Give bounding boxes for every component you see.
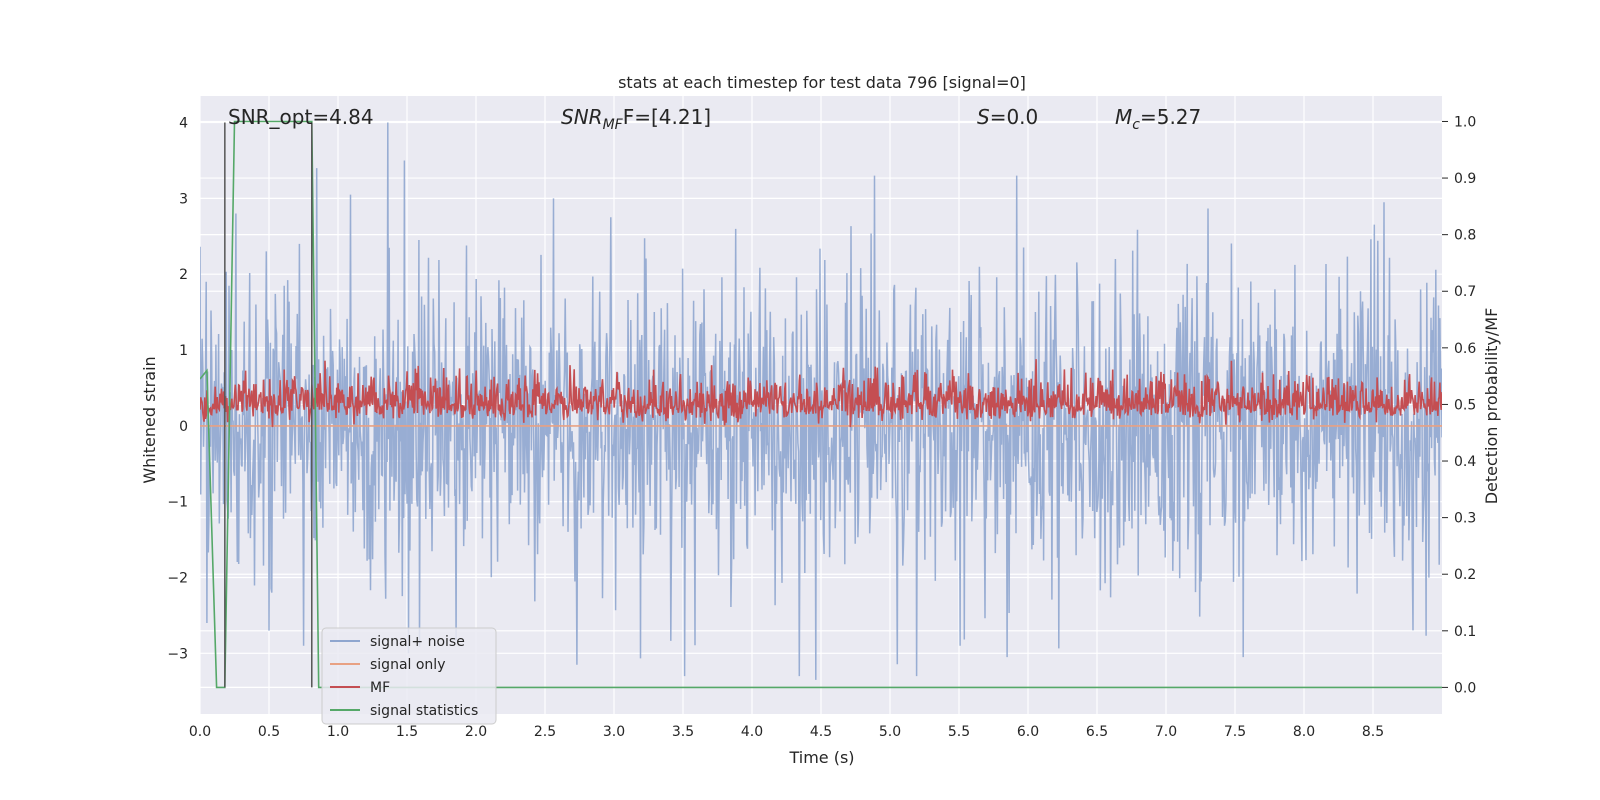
x-tick-label: 3.5 <box>672 724 694 740</box>
y-right-tick-label: 0.0 <box>1454 680 1476 696</box>
annotation-snr-mf-main: SNR <box>561 105 603 129</box>
chart-title: stats at each timestep for test data 796… <box>618 73 1026 92</box>
x-tick-label: 0.0 <box>189 724 211 740</box>
x-tick-label: 7.5 <box>1224 724 1246 740</box>
x-tick-label: 2.5 <box>534 724 556 740</box>
series-line-signal-noise <box>200 122 1442 680</box>
series-line-signal-statistics <box>200 120 1442 689</box>
y-right-tick-label: 1.0 <box>1454 114 1476 130</box>
y-right-tick-label: 0.8 <box>1454 228 1476 244</box>
annotation-mc-main: M <box>1115 105 1132 129</box>
vertical-markers <box>224 122 313 688</box>
x-axis-ticks: 0.0 0.5 1.0 1.5 2.0 2.5 3.0 3.5 4.0 4.5 5.0 5.5 6.0 6… <box>189 724 1384 740</box>
annotation-snr-mf-sub: MF <box>603 117 624 133</box>
y-axis-ticks: 4 3 2 1 0 −1 −2 −3 <box>167 116 188 663</box>
y-right-tick-label: 0.9 <box>1454 171 1476 187</box>
x-tick-label: 3.0 <box>603 724 625 740</box>
legend-label: signal statistics <box>370 703 478 719</box>
y-right-tick-label: 0.6 <box>1454 341 1476 357</box>
x-tick-label: 7.0 <box>1155 724 1177 740</box>
annotation-snr-mf-rest: F=[4.21] <box>623 105 711 129</box>
y-right-tick-label: 0.1 <box>1454 624 1476 640</box>
legend-label: MF <box>370 680 390 696</box>
y-tick-label: 2 <box>179 267 188 283</box>
annotation-s-rest: =0.0 <box>990 105 1039 129</box>
annotation-mc-sub: c <box>1132 117 1140 133</box>
x-tick-label: 4.5 <box>810 724 832 740</box>
y-axis-title: Whitened strain <box>140 356 159 483</box>
legend-label: signal only <box>370 657 445 673</box>
annotation-s-main: S <box>977 105 990 129</box>
y-axis-right-ticks: 1.0 0.9 0.8 0.7 0.6 0.5 0.4 0.3 0.2 0.1 0.0 <box>1442 114 1476 696</box>
y-tick-label: −3 <box>167 646 188 662</box>
y-axis-right-title: Detection probability/MF <box>1482 308 1501 505</box>
y-tick-label: 4 <box>179 116 188 132</box>
annotation-s: S=0.0 <box>977 105 1038 129</box>
x-tick-label: 1.0 <box>327 724 349 740</box>
x-tick-label: 5.0 <box>879 724 901 740</box>
series-line-mf <box>200 359 1442 428</box>
x-tick-label: 6.5 <box>1086 724 1108 740</box>
plot-area <box>200 120 1442 689</box>
legend-box <box>321 627 497 725</box>
y-tick-label: 3 <box>179 191 188 207</box>
y-right-tick-label: 0.4 <box>1454 454 1476 470</box>
x-tick-label: 8.5 <box>1362 724 1384 740</box>
x-tick-label: 2.0 <box>465 724 487 740</box>
legend: signal+ noise signal only MF signal statist… <box>321 627 497 725</box>
x-tick-label: 8.0 <box>1293 724 1315 740</box>
x-tick-label: 4.0 <box>741 724 763 740</box>
annotation-snr-mf: SNRMFF=[4.21] <box>561 105 711 133</box>
x-tick-label: 1.5 <box>396 724 418 740</box>
annotation-snr-opt: SNR_opt=4.84 <box>228 105 374 129</box>
x-tick-label: 5.5 <box>948 724 970 740</box>
annotation-mc: Mc=5.27 <box>1115 105 1201 133</box>
legend-label: signal+ noise <box>370 634 465 650</box>
y-tick-label: 1 <box>179 343 188 359</box>
y-right-tick-label: 0.5 <box>1454 397 1476 413</box>
x-tick-label: 6.0 <box>1017 724 1039 740</box>
y-right-tick-label: 0.3 <box>1454 511 1476 527</box>
y-tick-label: −2 <box>167 571 188 587</box>
x-tick-label: 0.5 <box>258 724 280 740</box>
y-tick-label: 0 <box>179 419 188 435</box>
x-axis-title: Time (s) <box>788 748 854 767</box>
y-right-tick-label: 0.2 <box>1454 567 1476 583</box>
annotation-mc-rest: =5.27 <box>1140 105 1201 129</box>
y-tick-label: −1 <box>167 495 188 511</box>
y-right-tick-label: 0.7 <box>1454 284 1476 300</box>
